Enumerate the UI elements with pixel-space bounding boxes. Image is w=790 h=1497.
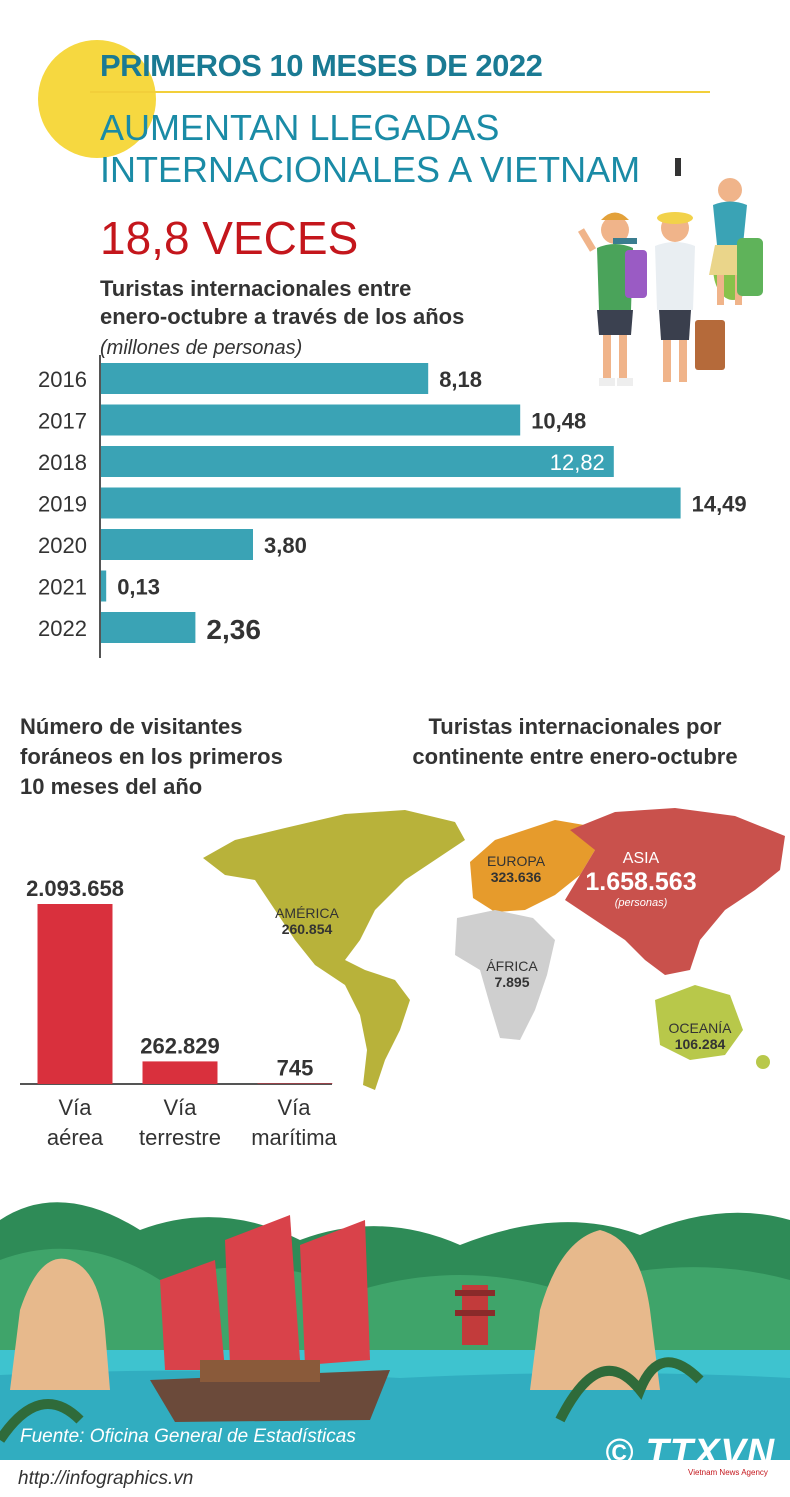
headline-line-2: INTERNACIONALES A VIETNAM xyxy=(100,149,641,190)
value-label-2018: 12,82 xyxy=(550,450,605,475)
transport-value-0: 2.093.658 xyxy=(26,876,124,901)
transport-label-sea-line-1: Vía xyxy=(277,1095,311,1120)
continent-africa-value: 7.895 xyxy=(494,974,530,990)
value-label-2022: 2,36 xyxy=(206,614,261,645)
map-region-america xyxy=(203,810,465,1090)
continent-asia-value: 1.658.563 xyxy=(585,868,697,896)
map-region-europe xyxy=(470,820,595,912)
transport-label-air-line-2: aérea xyxy=(46,1125,104,1150)
title-rule xyxy=(90,91,710,93)
transport-title-line-2: foráneos en los primeros xyxy=(20,744,283,769)
continent-oceania-value: 106.284 xyxy=(674,1036,726,1052)
agency-logo: © TTXVN xyxy=(605,1432,776,1474)
bar-2021 xyxy=(101,570,107,602)
year-label-2017: 2017 xyxy=(38,409,87,434)
transport-value-1: 262.829 xyxy=(140,1033,220,1058)
value-label-2019: 14,49 xyxy=(692,492,747,517)
transport-title: Número de visitantes foráneos en los pri… xyxy=(20,712,283,802)
continent-america: AMÉRICA 260.854 xyxy=(266,905,348,937)
value-label-2016: 8,18 xyxy=(439,367,482,392)
bar-2016 xyxy=(101,363,429,394)
headline-line-1: AUMENTAN LLEGADAS xyxy=(100,107,500,148)
continent-europe-value: 323.636 xyxy=(490,869,542,885)
transport-label-land: Vía terrestre xyxy=(130,1093,230,1153)
continent-asia-unit: (personas) xyxy=(614,897,668,909)
transport-bar-2 xyxy=(257,1083,333,1084)
map-title-line-1: Turistas internacionales por xyxy=(428,714,722,739)
transport-label-land-line-1: Vía xyxy=(163,1095,197,1120)
bar-chart-title: Turistas internacionales entre enero-oct… xyxy=(100,275,464,331)
kicker-title: PRIMEROS 10 MESES DE 2022 xyxy=(100,48,543,83)
sun-circle xyxy=(38,40,156,158)
source-note: Fuente: Oficina General de Estadísticas xyxy=(20,1426,356,1447)
year-label-2018: 2018 xyxy=(38,450,87,475)
continent-asia: ASIA 1.658.563 (personas) xyxy=(566,850,716,909)
transport-label-sea-line-2: marítima xyxy=(251,1125,337,1150)
bar-2022 xyxy=(101,612,196,643)
yearly-bar-chart: 2016 8,18 2017 10,48 2018 12,82 2019 14,49 2020 3… xyxy=(38,355,747,658)
continent-africa-name: ÁFRICA xyxy=(486,958,538,974)
transport-bar-chart: 2.093.658 262.829 745 xyxy=(20,876,333,1085)
continent-europe-name: EUROPA xyxy=(486,853,546,869)
year-label-2021: 2021 xyxy=(38,575,87,600)
continent-america-name: AMÉRICA xyxy=(275,905,339,921)
bar-chart-unit: (millones de personas) xyxy=(100,337,303,359)
continent-europe: EUROPA 323.636 xyxy=(476,853,556,885)
year-label-2022: 2022 xyxy=(38,616,87,641)
transport-title-line-3: 10 meses del año xyxy=(20,774,203,799)
transport-label-sea: Vía marítima xyxy=(238,1093,350,1153)
transport-value-2: 745 xyxy=(277,1056,314,1081)
value-label-2020: 3,80 xyxy=(264,533,307,558)
agency-logo-subtitle: Vietnam News Agency xyxy=(688,1468,768,1477)
website-link[interactable]: http://infographics.vn xyxy=(18,1468,194,1489)
big-stat: 18,8 VECES xyxy=(100,212,359,264)
tourists-illustration xyxy=(577,158,763,386)
map-title-line-2: continente entre enero-octubre xyxy=(412,744,738,769)
transport-title-line-1: Número de visitantes xyxy=(20,714,243,739)
year-label-2020: 2020 xyxy=(38,533,87,558)
bar-2017 xyxy=(101,404,521,436)
map-title: Turistas internacionales por continente … xyxy=(380,712,770,772)
map-region-africa xyxy=(455,910,555,1040)
year-label-2016: 2016 xyxy=(38,367,87,392)
ha-long-bay-illustration xyxy=(0,1190,790,1497)
transport-label-air-line-1: Vía xyxy=(58,1095,92,1120)
year-label-2019: 2019 xyxy=(38,492,87,517)
transport-label-air: Vía aérea xyxy=(30,1093,120,1153)
continent-africa: ÁFRICA 7.895 xyxy=(476,958,548,990)
bar-2019 xyxy=(101,487,681,519)
transport-bar-0 xyxy=(37,904,113,1084)
continent-asia-name: ASIA xyxy=(622,850,660,867)
world-map xyxy=(203,808,785,1090)
bar-2020 xyxy=(101,529,253,560)
continent-oceania-name: OCEANÍA xyxy=(668,1020,732,1036)
headline: AUMENTAN LLEGADAS INTERNACIONALES A VIET… xyxy=(100,107,640,191)
transport-bar-1 xyxy=(142,1061,218,1084)
bar-chart-title-line-1: Turistas internacionales entre xyxy=(100,276,412,301)
map-region-oceania xyxy=(655,985,743,1060)
value-label-2021: 0,13 xyxy=(117,575,160,600)
transport-label-land-line-2: terrestre xyxy=(139,1125,221,1150)
continent-oceania: OCEANÍA 106.284 xyxy=(660,1020,740,1052)
continent-america-value: 260.854 xyxy=(281,921,333,937)
map-region-asia xyxy=(565,808,785,975)
bar-2018 xyxy=(101,446,614,477)
bar-chart-title-line-2: enero-octubre a través de los años xyxy=(100,304,465,329)
value-label-2017: 10,48 xyxy=(531,409,586,434)
